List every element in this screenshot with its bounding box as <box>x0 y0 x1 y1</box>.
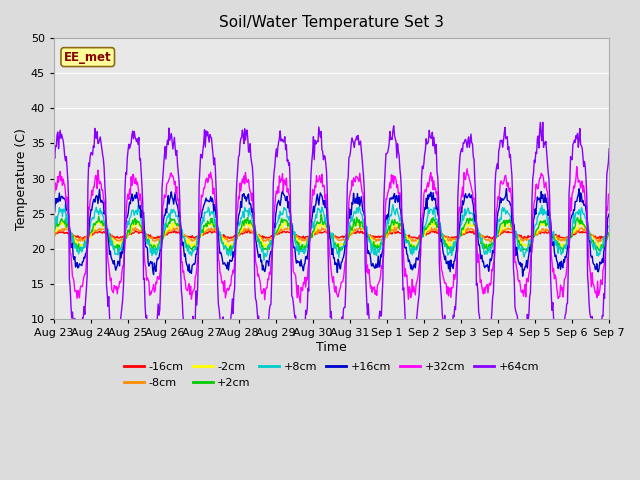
Line: -2cm: -2cm <box>54 221 609 248</box>
-2cm <box>175 223 182 228</box>
+16cm <box>60 195 68 201</box>
+16cm <box>203 198 211 204</box>
-16cm <box>60 230 68 236</box>
-2cm <box>60 218 68 224</box>
+2cm <box>448 250 456 256</box>
+16cm <box>605 211 613 216</box>
+64cm <box>296 340 303 346</box>
+32cm <box>573 164 580 169</box>
-8cm <box>60 228 68 234</box>
-8cm <box>595 240 602 245</box>
+8cm <box>605 223 613 228</box>
+8cm <box>260 257 268 263</box>
+32cm <box>296 300 304 306</box>
-16cm <box>173 230 181 236</box>
+32cm <box>605 192 613 197</box>
-16cm <box>597 236 605 242</box>
+2cm <box>50 231 58 237</box>
+8cm <box>401 227 408 233</box>
-8cm <box>416 237 424 243</box>
Text: EE_met: EE_met <box>64 50 111 63</box>
+16cm <box>502 186 510 192</box>
+16cm <box>415 249 423 254</box>
+64cm <box>539 120 547 125</box>
+16cm <box>173 203 181 209</box>
+64cm <box>173 161 181 167</box>
+8cm <box>175 216 182 222</box>
+8cm <box>204 209 211 215</box>
+32cm <box>400 256 408 262</box>
-2cm <box>204 224 211 230</box>
Title: Soil/Water Temperature Set 3: Soil/Water Temperature Set 3 <box>219 15 444 30</box>
+64cm <box>203 133 211 139</box>
+32cm <box>203 175 211 181</box>
Line: +32cm: +32cm <box>54 167 609 303</box>
+16cm <box>399 223 407 228</box>
Legend: -16cm, -8cm, -2cm, +2cm, +8cm, +16cm, +32cm, +64cm: -16cm, -8cm, -2cm, +2cm, +8cm, +16cm, +3… <box>120 358 543 392</box>
+2cm <box>317 212 325 217</box>
-8cm <box>50 231 58 237</box>
-2cm <box>118 241 125 247</box>
-2cm <box>605 230 613 236</box>
-8cm <box>605 231 613 237</box>
+2cm <box>203 224 211 229</box>
+32cm <box>60 180 68 186</box>
+64cm <box>400 285 408 291</box>
+2cm <box>60 218 68 224</box>
+2cm <box>117 246 125 252</box>
+16cm <box>50 213 58 218</box>
+64cm <box>50 148 58 154</box>
+64cm <box>416 271 424 276</box>
+2cm <box>400 230 408 236</box>
+8cm <box>50 228 58 234</box>
+32cm <box>117 277 125 283</box>
Line: +64cm: +64cm <box>54 122 609 343</box>
-2cm <box>61 221 68 227</box>
-8cm <box>117 238 125 243</box>
+16cm <box>117 255 125 261</box>
-2cm <box>50 230 58 236</box>
Line: +8cm: +8cm <box>54 204 609 260</box>
Line: +16cm: +16cm <box>54 189 609 276</box>
+8cm <box>417 234 424 240</box>
-16cm <box>117 234 125 240</box>
+2cm <box>416 235 424 241</box>
-16cm <box>211 227 219 233</box>
Line: -16cm: -16cm <box>54 230 609 239</box>
+8cm <box>61 201 69 207</box>
+32cm <box>416 258 424 264</box>
+32cm <box>50 193 58 199</box>
+64cm <box>60 144 68 150</box>
+64cm <box>605 146 613 152</box>
-8cm <box>203 228 211 234</box>
-16cm <box>203 230 211 236</box>
+64cm <box>117 312 125 317</box>
+32cm <box>173 197 181 203</box>
-8cm <box>173 225 181 230</box>
X-axis label: Time: Time <box>316 341 347 354</box>
-8cm <box>356 224 364 229</box>
-16cm <box>50 231 58 237</box>
+16cm <box>519 273 527 279</box>
+2cm <box>173 221 181 227</box>
+8cm <box>60 209 68 215</box>
-16cm <box>605 232 613 238</box>
Line: +2cm: +2cm <box>54 215 609 253</box>
-16cm <box>416 232 424 238</box>
-2cm <box>400 230 408 236</box>
+2cm <box>605 229 613 235</box>
-16cm <box>400 231 408 237</box>
-8cm <box>400 230 408 236</box>
-2cm <box>416 240 424 246</box>
+8cm <box>118 248 125 253</box>
-2cm <box>449 245 456 251</box>
Y-axis label: Temperature (C): Temperature (C) <box>15 128 28 229</box>
Line: -8cm: -8cm <box>54 227 609 242</box>
